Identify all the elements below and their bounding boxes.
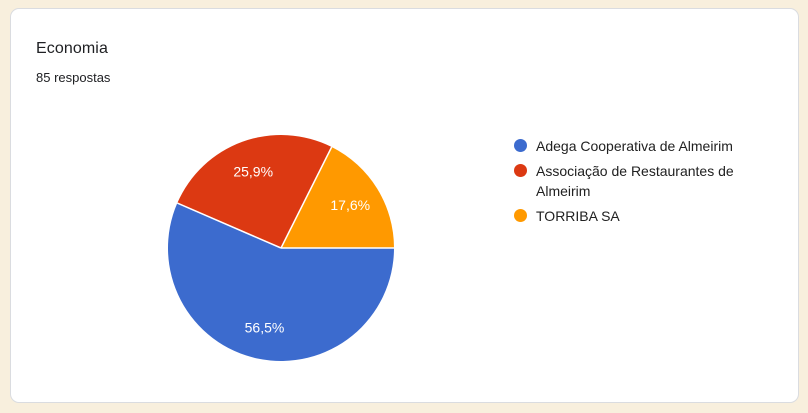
pie-slice-0[interactable]	[167, 203, 394, 361]
response-count: 85 respostas	[36, 70, 111, 85]
slice-label-2: 17,6%	[330, 197, 370, 213]
slice-label-1: 25,9%	[233, 163, 273, 179]
legend-item-1: Associação de Restaurantes de Almeirim	[514, 161, 770, 201]
legend-item-0: Adega Cooperativa de Almeirim	[514, 136, 770, 156]
question-title: Economia	[36, 40, 108, 57]
chart-legend: Adega Cooperativa de Almeirim Associação …	[514, 136, 770, 226]
legend-item-2: TORRIBA SA	[514, 206, 770, 226]
legend-label: Associação de Restaurantes de Almeirim	[536, 163, 734, 199]
pie-chart[interactable]: 56,5% 25,9% 17,6%	[11, 9, 798, 402]
legend-swatch-icon	[514, 139, 527, 152]
legend-label: TORRIBA SA	[536, 208, 620, 224]
legend-swatch-icon	[514, 209, 527, 222]
pie-slice-2[interactable]	[281, 147, 394, 248]
slice-separator	[280, 146, 333, 249]
legend-swatch-icon	[514, 164, 527, 177]
slice-label-0: 56,5%	[245, 320, 285, 336]
legend-label: Adega Cooperativa de Almeirim	[536, 138, 733, 154]
slice-separator	[176, 202, 282, 249]
question-summary-card: Economia 85 respostas 56,5% 25,9% 17,6% Ad…	[10, 8, 799, 403]
